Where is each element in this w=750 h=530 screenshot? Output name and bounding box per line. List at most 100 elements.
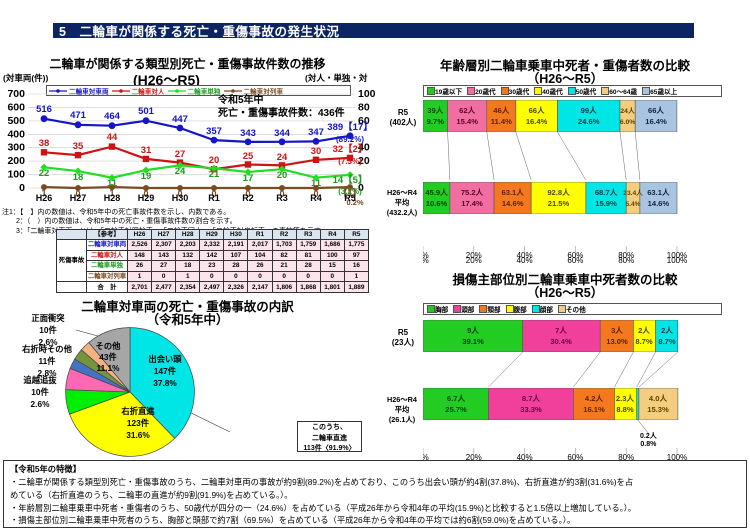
svg-text:17: 17 <box>243 173 254 184</box>
svg-text:10.6%: 10.6% <box>426 199 448 208</box>
svg-text:501: 501 <box>138 106 155 117</box>
svg-text:80%: 80% <box>618 453 634 460</box>
svg-text:21: 21 <box>209 169 220 180</box>
svg-text:24.6%: 24.6% <box>578 117 600 126</box>
svg-text:31: 31 <box>141 145 152 156</box>
svg-text:6.0%: 6.0% <box>620 119 636 126</box>
svg-text:33.3%: 33.3% <box>520 405 542 414</box>
svg-text:45.9人: 45.9人 <box>425 187 448 197</box>
svg-text:46人: 46人 <box>493 105 509 115</box>
svg-text:15.3%: 15.3% <box>647 405 669 414</box>
svg-text:20%: 20% <box>466 256 482 265</box>
svg-text:700: 700 <box>7 88 25 100</box>
svg-text:20%: 20% <box>466 453 482 460</box>
svg-text:13.0%: 13.0% <box>606 337 628 346</box>
svg-text:389【17】: 389【17】 <box>327 121 372 133</box>
svg-text:400: 400 <box>7 128 25 140</box>
svg-text:80%: 80% <box>618 256 634 265</box>
svg-text:H27: H27 <box>70 193 87 203</box>
svg-text:11: 11 <box>311 178 322 189</box>
svg-text:63.1人: 63.1人 <box>647 187 670 197</box>
svg-text:38: 38 <box>39 138 50 149</box>
svg-text:24: 24 <box>175 166 186 177</box>
svg-text:R4: R4 <box>310 193 322 203</box>
svg-text:11件: 11件 <box>38 356 56 366</box>
svg-text:20: 20 <box>277 170 288 181</box>
svg-text:H28: H28 <box>104 193 121 203</box>
svg-text:R1: R1 <box>208 193 220 203</box>
svg-text:25: 25 <box>243 151 254 162</box>
svg-text:14.6%: 14.6% <box>648 199 670 208</box>
svg-text:H29: H29 <box>138 193 155 203</box>
svg-text:600: 600 <box>7 101 25 113</box>
svg-text:39人: 39人 <box>427 105 443 115</box>
svg-text:R2: R2 <box>242 193 254 203</box>
svg-text:464: 464 <box>104 111 121 122</box>
svg-text:9人: 9人 <box>467 325 479 335</box>
svg-text:66人: 66人 <box>529 105 545 115</box>
svg-text:63.1人: 63.1人 <box>502 187 525 197</box>
svg-text:37.8%: 37.8% <box>153 378 177 388</box>
svg-text:100%: 100% <box>667 256 687 265</box>
svg-text:8.8%: 8.8% <box>616 405 634 414</box>
svg-text:2.6%: 2.6% <box>31 399 51 409</box>
svg-text:16.4%: 16.4% <box>526 117 548 126</box>
svg-text:23.4人: 23.4人 <box>623 188 643 197</box>
svg-text:19: 19 <box>141 171 152 182</box>
svg-text:24: 24 <box>277 152 288 163</box>
svg-text:100: 100 <box>358 88 375 100</box>
svg-text:8.7人: 8.7人 <box>522 393 541 403</box>
svg-text:40%: 40% <box>517 256 533 265</box>
svg-text:15.9%: 15.9% <box>595 199 617 208</box>
svg-text:30: 30 <box>311 146 322 157</box>
svg-text:35: 35 <box>73 141 84 152</box>
svg-text:H30: H30 <box>172 193 189 203</box>
svg-text:死亡・重傷事故件数：436件: 死亡・重傷事故件数：436件 <box>218 106 345 119</box>
svg-text:300: 300 <box>7 142 25 154</box>
svg-text:21.5%: 21.5% <box>548 199 570 208</box>
svg-text:60%: 60% <box>567 256 583 265</box>
svg-text:7人: 7人 <box>555 325 567 335</box>
svg-text:9.7%: 9.7% <box>427 117 445 126</box>
svg-text:200: 200 <box>7 155 25 167</box>
svg-text:正面衝突: 正面衝突 <box>31 313 65 323</box>
svg-text:344: 344 <box>274 128 291 139</box>
svg-text:8.7%: 8.7% <box>635 337 653 346</box>
svg-text:66人: 66人 <box>648 105 664 115</box>
svg-text:500: 500 <box>7 115 25 127</box>
svg-text:4.0人: 4.0人 <box>649 393 668 403</box>
svg-text:30.4%: 30.4% <box>550 337 572 346</box>
svg-text:11.1%: 11.1% <box>96 363 120 373</box>
svg-text:10件: 10件 <box>31 387 49 397</box>
svg-text:75.2人: 75.2人 <box>461 187 484 197</box>
svg-text:80: 80 <box>358 101 370 113</box>
svg-text:5.4%: 5.4% <box>625 201 640 208</box>
svg-text:右折時その他: 右折時その他 <box>21 344 72 354</box>
svg-text:その他: その他 <box>96 341 122 351</box>
svg-text:0: 0 <box>19 182 25 194</box>
svg-text:14.6%: 14.6% <box>502 199 524 208</box>
svg-text:43件: 43件 <box>99 352 117 362</box>
svg-text:25.7%: 25.7% <box>445 405 467 414</box>
svg-text:0%: 0% <box>423 256 429 265</box>
svg-text:20: 20 <box>209 155 220 166</box>
svg-text:H26: H26 <box>36 193 53 203</box>
svg-text:357: 357 <box>206 126 222 137</box>
svg-text:40%: 40% <box>517 453 533 460</box>
svg-text:347: 347 <box>308 127 324 138</box>
svg-text:R3: R3 <box>276 193 288 203</box>
svg-text:14【5】: 14【5】 <box>333 174 368 186</box>
svg-text:447: 447 <box>172 114 188 125</box>
svg-text:出会い頭: 出会い頭 <box>148 354 182 364</box>
svg-text:18: 18 <box>73 172 84 183</box>
svg-text:(89.2%): (89.2%) <box>336 135 364 144</box>
svg-text:22: 22 <box>39 168 50 179</box>
svg-text:3人: 3人 <box>611 325 623 335</box>
svg-text:2人: 2人 <box>638 325 650 335</box>
svg-text:39.1%: 39.1% <box>462 337 484 346</box>
svg-text:516: 516 <box>36 104 52 115</box>
svg-text:92.8人: 92.8人 <box>547 187 570 197</box>
svg-text:471: 471 <box>70 110 87 121</box>
svg-text:2人: 2人 <box>661 325 673 335</box>
svg-text:343: 343 <box>240 128 256 139</box>
